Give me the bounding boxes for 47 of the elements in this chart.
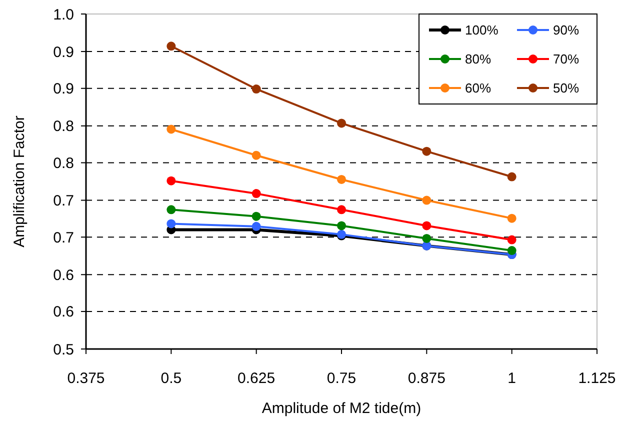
point (252, 212, 261, 221)
y-tick-label: 0.9 (53, 44, 74, 61)
x-tick-label: 1 (508, 370, 516, 387)
point (166, 219, 176, 228)
point (252, 84, 261, 94)
y-tick-label: 0.9 (53, 80, 74, 98)
point (337, 174, 346, 184)
point (252, 150, 261, 160)
point (422, 146, 432, 156)
y-tick-label: 0.8 (53, 118, 74, 136)
x-tick-label: 0.5 (160, 370, 182, 387)
point (507, 235, 516, 244)
point (166, 176, 176, 186)
point (422, 221, 432, 230)
point (507, 172, 516, 182)
legend-label: 90% (553, 22, 580, 38)
legend-label: 100% (465, 22, 499, 38)
y-tick-label: 0.5 (53, 341, 74, 358)
legend-label: 60% (465, 80, 492, 96)
x-tick-label: 0.375 (67, 370, 105, 387)
x-tick-label: 1.125 (578, 370, 616, 387)
y-tick-label: 1.0 (53, 6, 74, 24)
point (337, 118, 346, 128)
point (507, 214, 516, 223)
y-tick-label: 0.8 (53, 154, 74, 172)
point (252, 222, 261, 231)
y-tick-label: 0.7 (53, 192, 74, 210)
x-axis-title: Amplitude of M2 tide(m) (262, 400, 422, 417)
y-axis-title: Amplification Factor (11, 116, 28, 248)
y-tick-label: 0.7 (53, 229, 74, 246)
point (337, 205, 346, 214)
point (252, 189, 261, 198)
x-tick-label: 0.75 (326, 370, 356, 387)
point (166, 124, 176, 134)
legend-label: 50% (553, 80, 580, 96)
point (166, 205, 176, 214)
y-tick-label: 0.6 (53, 266, 74, 284)
point (166, 42, 176, 51)
point (507, 246, 516, 256)
x-tick-label: 0.625 (238, 370, 276, 387)
point (337, 221, 346, 230)
y-tick-label: 0.6 (53, 304, 74, 321)
point (422, 196, 432, 205)
legend-label: 70% (553, 52, 580, 67)
legend-label: 80% (465, 52, 492, 67)
x-tick-label: 0.875 (408, 370, 446, 387)
point (422, 234, 432, 243)
